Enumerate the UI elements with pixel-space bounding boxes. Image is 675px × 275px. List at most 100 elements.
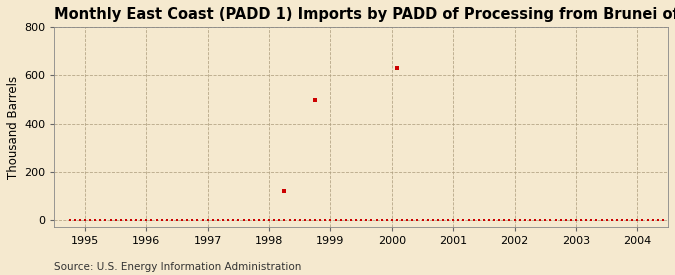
Point [570,218,581,222]
Point [520,218,531,222]
Y-axis label: Thousand Barrels: Thousand Barrels [7,76,20,179]
Point [346,218,356,222]
Text: Monthly East Coast (PADD 1) Imports by PADD of Processing from Brunei of Crude O: Monthly East Coast (PADD 1) Imports by P… [54,7,675,22]
Point [392,218,402,222]
Point [95,218,106,222]
Text: Source: U.S. Energy Information Administration: Source: U.S. Energy Information Administ… [54,262,301,272]
Point [489,218,500,222]
Point [566,218,576,222]
Point [642,218,653,222]
Point [550,218,561,222]
Point [443,218,454,222]
Point [325,218,336,222]
Point [177,218,188,222]
Point [136,218,146,222]
Point [294,218,305,222]
Point [259,218,269,222]
Point [115,218,126,222]
Point [64,218,75,222]
Point [84,218,95,222]
Point [131,218,142,222]
Point [617,218,628,222]
Point [279,189,290,193]
Point [407,218,418,222]
Point [284,218,295,222]
Point [545,218,556,222]
Point [223,218,234,222]
Point [657,218,668,222]
Point [330,218,341,222]
Point [423,218,433,222]
Point [217,218,228,222]
Point [556,218,566,222]
Point [310,98,321,102]
Point [315,218,325,222]
Point [192,218,203,222]
Point [494,218,505,222]
Point [238,218,249,222]
Point [387,218,398,222]
Point [167,218,178,222]
Point [535,218,545,222]
Point [233,218,244,222]
Point [653,218,664,222]
Point [340,218,351,222]
Point [248,218,259,222]
Point [310,218,321,222]
Point [591,218,602,222]
Point [120,218,131,222]
Point [105,218,116,222]
Point [274,218,285,222]
Point [366,218,377,222]
Point [182,218,192,222]
Point [100,218,111,222]
Point [151,218,162,222]
Point [437,218,448,222]
Point [80,218,90,222]
Point [637,218,648,222]
Point [356,218,367,222]
Point [202,218,213,222]
Point [335,218,346,222]
Point [110,218,121,222]
Point [157,218,167,222]
Point [361,218,372,222]
Point [392,66,402,70]
Point [90,218,101,222]
Point [509,218,520,222]
Point [427,218,438,222]
Point [580,218,591,222]
Point [126,218,136,222]
Point [269,218,279,222]
Point [479,218,489,222]
Point [171,218,182,222]
Point [612,218,622,222]
Point [448,218,458,222]
Point [253,218,264,222]
Point [213,218,223,222]
Point [381,218,392,222]
Point [243,218,254,222]
Point [141,218,152,222]
Point [499,218,510,222]
Point [514,218,525,222]
Point [560,218,571,222]
Point [524,218,535,222]
Point [197,218,208,222]
Point [402,218,412,222]
Point [350,218,361,222]
Point [412,218,423,222]
Point [187,218,198,222]
Point [468,218,479,222]
Point [304,218,315,222]
Point [371,218,382,222]
Point [417,218,428,222]
Point [161,218,172,222]
Point [376,218,387,222]
Point [647,218,658,222]
Point [576,218,587,222]
Point [622,218,632,222]
Point [473,218,484,222]
Point [458,218,469,222]
Point [300,218,310,222]
